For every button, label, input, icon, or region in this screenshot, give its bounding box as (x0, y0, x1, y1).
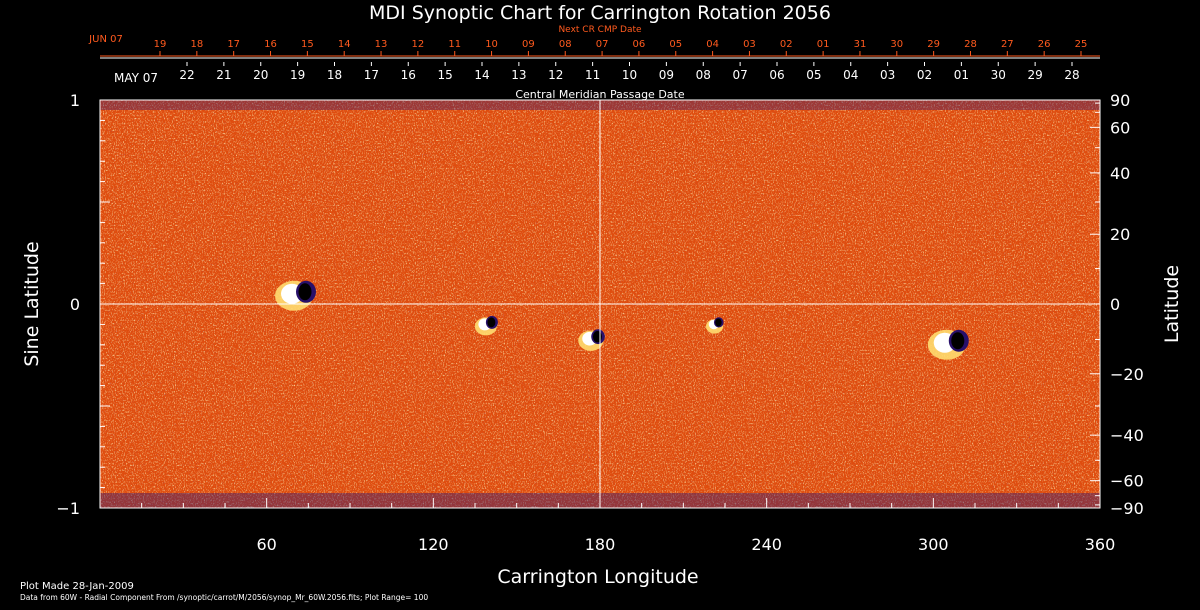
y-axis-right-label: Latitude (1161, 265, 1183, 343)
y-right-tick-label: 60 (1110, 118, 1130, 137)
next-date-label: 05 (669, 39, 682, 50)
next-date-start-label: JUN 07 (88, 34, 123, 45)
cmp-date-label: 11 (585, 68, 600, 82)
cmp-date-label: 28 (1064, 68, 1079, 82)
cmp-date-label: 19 (290, 68, 305, 82)
y-right-tick-label: −60 (1110, 472, 1144, 491)
next-date-label: 03 (743, 39, 756, 50)
active-region (927, 329, 969, 360)
x-tick-label: 60 (256, 535, 276, 554)
next-date-label: 08 (559, 39, 572, 50)
region-negative-core (715, 318, 722, 327)
cmp-date-label: 06 (769, 68, 784, 82)
next-date-label: 19 (154, 39, 167, 50)
cmp-date-label: 13 (511, 68, 526, 82)
next-date-label: 14 (338, 39, 351, 50)
x-tick-label: 360 (1085, 535, 1116, 554)
cmp-date-label: 03 (880, 68, 895, 82)
y-right-tick-label: 40 (1110, 164, 1130, 183)
x-tick-label: 120 (418, 535, 449, 554)
cmp-date-label: 02 (917, 68, 932, 82)
cmp-date-label: 15 (437, 68, 452, 82)
cmp-date-label: 29 (1027, 68, 1042, 82)
next-date-label: 10 (485, 39, 498, 50)
chart-title: MDI Synoptic Chart for Carrington Rotati… (369, 2, 831, 24)
cmp-date-label: 17 (364, 68, 379, 82)
region-negative-core (298, 283, 312, 301)
next-date-label: 15 (301, 39, 314, 50)
x-axis-label: Carrington Longitude (497, 566, 698, 588)
cmp-date-label: 04 (843, 68, 858, 82)
y-right-tick-label: −20 (1110, 365, 1144, 384)
x-axis: 60 120 180 240 300 360 (99, 498, 1116, 554)
cmp-date-label: 12 (548, 68, 563, 82)
next-date-label: 29 (927, 39, 940, 50)
footer-plot-made: Plot Made 28-Jan-2009 (20, 581, 134, 592)
cmp-axis-title: Central Meridian Passage Date (515, 88, 684, 101)
next-date-label: 06 (633, 39, 646, 50)
cmp-date-label: 09 (659, 68, 674, 82)
magnetogram-image (100, 100, 1100, 508)
active-regions (275, 280, 969, 360)
cmp-date-label: 18 (327, 68, 342, 82)
next-date-label: 12 (412, 39, 425, 50)
next-date-label: 13 (375, 39, 388, 50)
region-negative-core (592, 330, 602, 343)
next-date-label: 11 (448, 39, 461, 50)
cmp-date-label: 21 (216, 68, 231, 82)
next-date-label: 18 (190, 39, 203, 50)
next-date-label: 01 (817, 39, 830, 50)
cmp-date-label: 05 (806, 68, 821, 82)
cmp-date-label: 14 (474, 68, 489, 82)
active-region (705, 317, 724, 334)
cmp-date-label: 22 (179, 68, 194, 82)
next-date-label: 27 (1001, 39, 1014, 50)
cmp-date-start-label: MAY 07 (114, 71, 158, 85)
next-date-label: 02 (780, 39, 793, 50)
y-right-tick-label: 0 (1110, 295, 1120, 314)
next-date-label: 04 (706, 39, 719, 50)
y-left-tick-label: −1 (56, 499, 80, 518)
next-date-label: 28 (964, 39, 977, 50)
active-region (474, 315, 498, 336)
y-right-tick-label: −90 (1110, 499, 1144, 518)
cmp-date-label: 20 (253, 68, 268, 82)
next-date-label: 25 (1075, 39, 1088, 50)
next-date-label: 26 (1038, 39, 1051, 50)
cmp-date-label: 07 (732, 68, 747, 82)
y-axis-left-label: Sine Latitude (21, 241, 43, 366)
next-cr-axis-title: Next CR CMP Date (558, 25, 642, 35)
cmp-date-label: 16 (401, 68, 416, 82)
next-date-label: 31 (854, 39, 867, 50)
region-negative-core (487, 317, 496, 328)
next-cr-date-axis: JUN 07 19 18 17 16 15 14 13 12 11 10 09 08 07 06 05 04 03… (88, 34, 1100, 57)
cmp-date-axis: 22 21 20 19 18 17 16 15 14 13 12 11 10 09 08 07 06 05 04 03… (100, 57, 1100, 82)
next-date-label: 07 (596, 39, 609, 50)
next-date-label: 17 (227, 39, 240, 50)
x-tick-label: 240 (751, 535, 782, 554)
cmp-date-label: 30 (991, 68, 1006, 82)
next-date-label: 16 (264, 39, 277, 50)
y-axis-left: 1 0 −1 (56, 91, 110, 518)
cmp-date-label: 10 (622, 68, 637, 82)
y-left-tick-label: 1 (70, 91, 80, 110)
y-right-tick-label: 90 (1110, 91, 1130, 110)
cmp-date-label: 01 (954, 68, 969, 82)
footer-data-source: Data from 60W - Radial Component From /s… (20, 593, 428, 602)
x-tick-label: 180 (585, 535, 616, 554)
y-right-tick-label: 20 (1110, 225, 1130, 244)
y-right-tick-label: −40 (1110, 426, 1144, 445)
cmp-date-label: 08 (696, 68, 711, 82)
x-tick-label: 300 (918, 535, 949, 554)
next-date-label: 30 (890, 39, 903, 50)
y-left-tick-label: 0 (70, 295, 80, 314)
y-axis-right: 90 60 40 20 0 −20 −40 −60 −90 (1090, 91, 1144, 518)
next-date-label: 09 (522, 39, 535, 50)
region-negative-core (951, 332, 965, 350)
active-region (275, 280, 316, 311)
